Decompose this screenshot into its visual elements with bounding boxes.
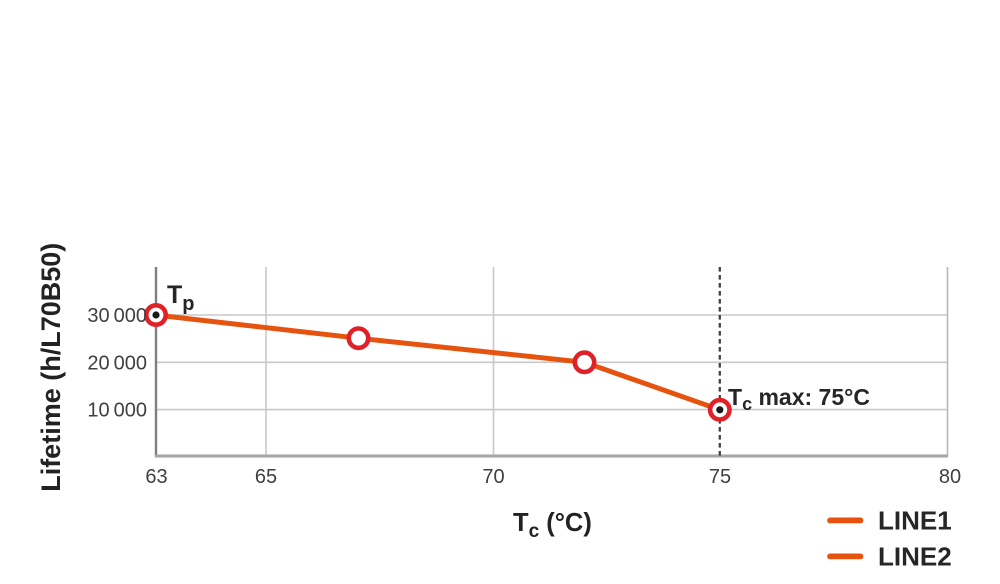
svg-text:30 000: 30 000 <box>87 305 147 327</box>
svg-text:63: 63 <box>145 466 167 488</box>
svg-text:65: 65 <box>255 466 277 488</box>
svg-text:10 000: 10 000 <box>87 400 147 422</box>
svg-text:Lifetime (h/L70B50): Lifetime (h/L70B50) <box>36 243 66 492</box>
svg-text:80: 80 <box>939 466 961 488</box>
svg-text:LINE1: LINE1 <box>878 505 952 535</box>
svg-text:20 000: 20 000 <box>87 352 147 374</box>
svg-text:Tc max: 75°C: Tc max: 75°C <box>728 384 870 414</box>
svg-text:LINE2: LINE2 <box>878 541 952 571</box>
svg-text:75: 75 <box>709 466 731 488</box>
svg-text:70: 70 <box>482 466 504 488</box>
svg-text:Tc (°C): Tc (°C) <box>513 509 592 542</box>
